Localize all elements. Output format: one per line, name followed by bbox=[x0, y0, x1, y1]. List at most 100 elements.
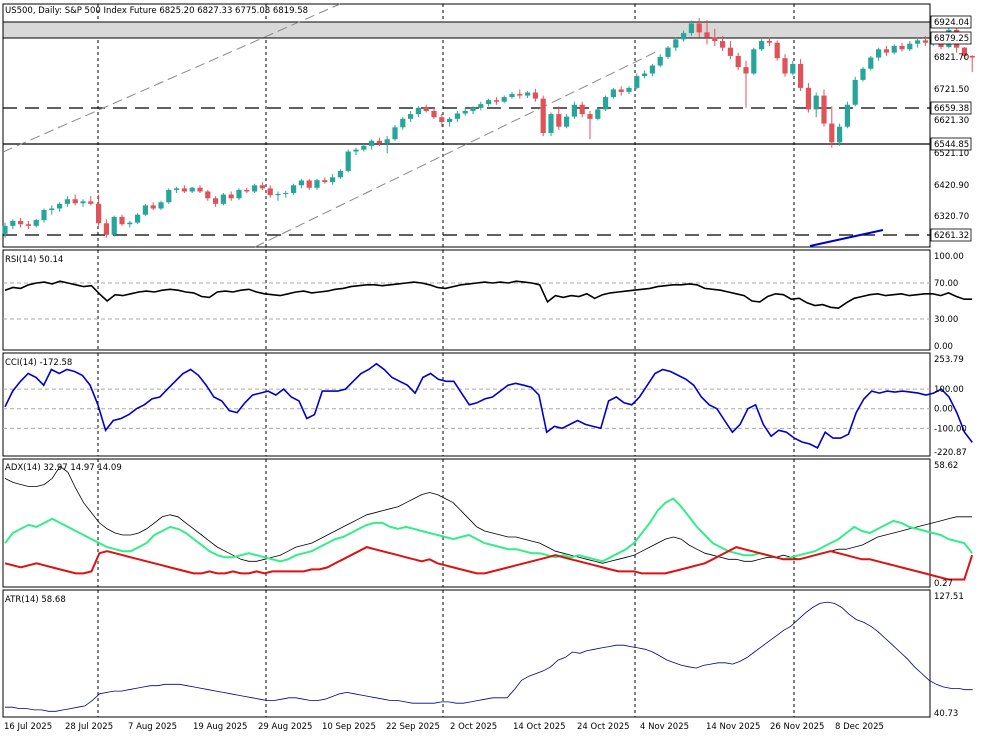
candle-body bbox=[337, 170, 343, 178]
candle-body bbox=[790, 63, 796, 74]
candle-body bbox=[322, 180, 328, 183]
price-level-tag bbox=[930, 137, 972, 151]
atr-axis-label: 127.51 bbox=[934, 592, 964, 602]
candle-body bbox=[915, 40, 921, 44]
candle-body bbox=[400, 118, 406, 128]
cci-axis-label: 0.00 bbox=[934, 405, 953, 415]
candle-body bbox=[688, 23, 694, 34]
price-axis-label: 6521.10 bbox=[934, 149, 969, 159]
candle-body bbox=[18, 221, 24, 225]
candle-body bbox=[509, 94, 515, 98]
date-axis-label: 7 Aug 2025 bbox=[128, 722, 177, 732]
date-axis-label: 22 Sep 2025 bbox=[386, 722, 440, 732]
price-axis-label: 6924.04 bbox=[934, 18, 969, 28]
candle-body bbox=[821, 95, 827, 124]
candle-body bbox=[57, 203, 63, 209]
candle-body bbox=[517, 94, 523, 96]
rsi-axis-label: 30.00 bbox=[934, 315, 958, 325]
candle-body bbox=[922, 40, 928, 43]
candle-body bbox=[236, 189, 242, 199]
price-level-tag bbox=[930, 15, 972, 29]
candle-body bbox=[798, 63, 804, 88]
candle-body bbox=[470, 107, 476, 111]
candle-body bbox=[969, 55, 975, 58]
symbol-header: US500, Daily: S&P 500 Index Future 6825.… bbox=[5, 6, 308, 16]
candle-body bbox=[540, 98, 546, 133]
candle-body bbox=[525, 92, 531, 96]
candle-body bbox=[720, 41, 726, 48]
candle-body bbox=[634, 76, 640, 88]
resistance-zone bbox=[2, 21, 931, 39]
channel-upper-line bbox=[2, 3, 341, 153]
cci-axis-label: -100.00 bbox=[934, 424, 967, 434]
candle-body bbox=[844, 104, 850, 127]
candle-body bbox=[220, 194, 226, 204]
candle-body bbox=[603, 97, 609, 110]
candle-body bbox=[88, 201, 94, 204]
candle-body bbox=[501, 97, 507, 102]
candle-body bbox=[197, 187, 203, 192]
date-axis-label: 24 Oct 2025 bbox=[577, 722, 630, 732]
candle-body bbox=[813, 95, 819, 110]
candle-body bbox=[2, 225, 8, 234]
adx-axis-label: 0.27 bbox=[934, 579, 953, 589]
candle-body bbox=[41, 210, 47, 221]
rsi-panel-frame bbox=[2, 249, 931, 351]
candle-body bbox=[868, 57, 874, 69]
candle-body bbox=[774, 42, 780, 59]
atr-panel-frame bbox=[2, 589, 931, 718]
candle-body bbox=[103, 223, 109, 235]
candle-body bbox=[447, 118, 453, 122]
candle-body bbox=[696, 23, 702, 33]
main-panel-frame bbox=[2, 3, 931, 248]
candle-body bbox=[727, 47, 733, 56]
price-level-tag bbox=[930, 31, 972, 45]
candle-body bbox=[353, 149, 359, 152]
date-axis-label: 2 Oct 2025 bbox=[450, 722, 497, 732]
rsi-label: RSI(14) 50.14 bbox=[5, 255, 63, 265]
candle-body bbox=[587, 114, 593, 119]
price-level-tag bbox=[930, 228, 972, 242]
candle-body bbox=[64, 199, 70, 204]
cci-axis-label: 253.79 bbox=[934, 355, 964, 365]
candle-body bbox=[298, 180, 304, 186]
cci-axis-label: -220.87 bbox=[934, 448, 967, 458]
candle-body bbox=[25, 224, 31, 226]
candle-body bbox=[805, 87, 811, 110]
candle-body bbox=[556, 114, 562, 127]
adx-axis-label: 58.62 bbox=[934, 461, 958, 471]
candle-body bbox=[478, 104, 484, 108]
candle-body bbox=[213, 198, 219, 204]
candle-body bbox=[891, 46, 897, 53]
price-axis-label: 6261.32 bbox=[934, 231, 969, 241]
candle-body bbox=[486, 100, 492, 105]
date-axis-label: 4 Nov 2025 bbox=[640, 722, 689, 732]
candle-body bbox=[532, 92, 538, 99]
candle-body bbox=[837, 126, 843, 143]
candle-body bbox=[142, 205, 148, 215]
candle-body bbox=[876, 49, 882, 58]
price-level-tag bbox=[930, 101, 972, 115]
date-axis-label: 8 Dec 2025 bbox=[835, 722, 884, 732]
price-axis-label: 6320.70 bbox=[934, 212, 969, 222]
candle-body bbox=[158, 202, 164, 209]
candle-body bbox=[610, 89, 616, 98]
candle-body bbox=[392, 127, 398, 140]
candle-body bbox=[80, 201, 86, 204]
date-axis-label: 28 Jul 2025 bbox=[65, 722, 113, 732]
candle-body bbox=[907, 43, 913, 50]
cci-series-line bbox=[4, 362, 973, 449]
candle-body bbox=[376, 140, 382, 144]
candle-body bbox=[743, 67, 749, 74]
rsi-series-line bbox=[4, 280, 973, 310]
price-axis-label: 6879.25 bbox=[934, 34, 969, 44]
candle-body bbox=[493, 100, 499, 102]
candle-body bbox=[33, 220, 39, 226]
candle-body bbox=[10, 221, 16, 226]
candle-body bbox=[127, 222, 133, 225]
candle-body bbox=[439, 117, 445, 122]
candle-body bbox=[782, 58, 788, 74]
candle-body bbox=[369, 140, 375, 146]
